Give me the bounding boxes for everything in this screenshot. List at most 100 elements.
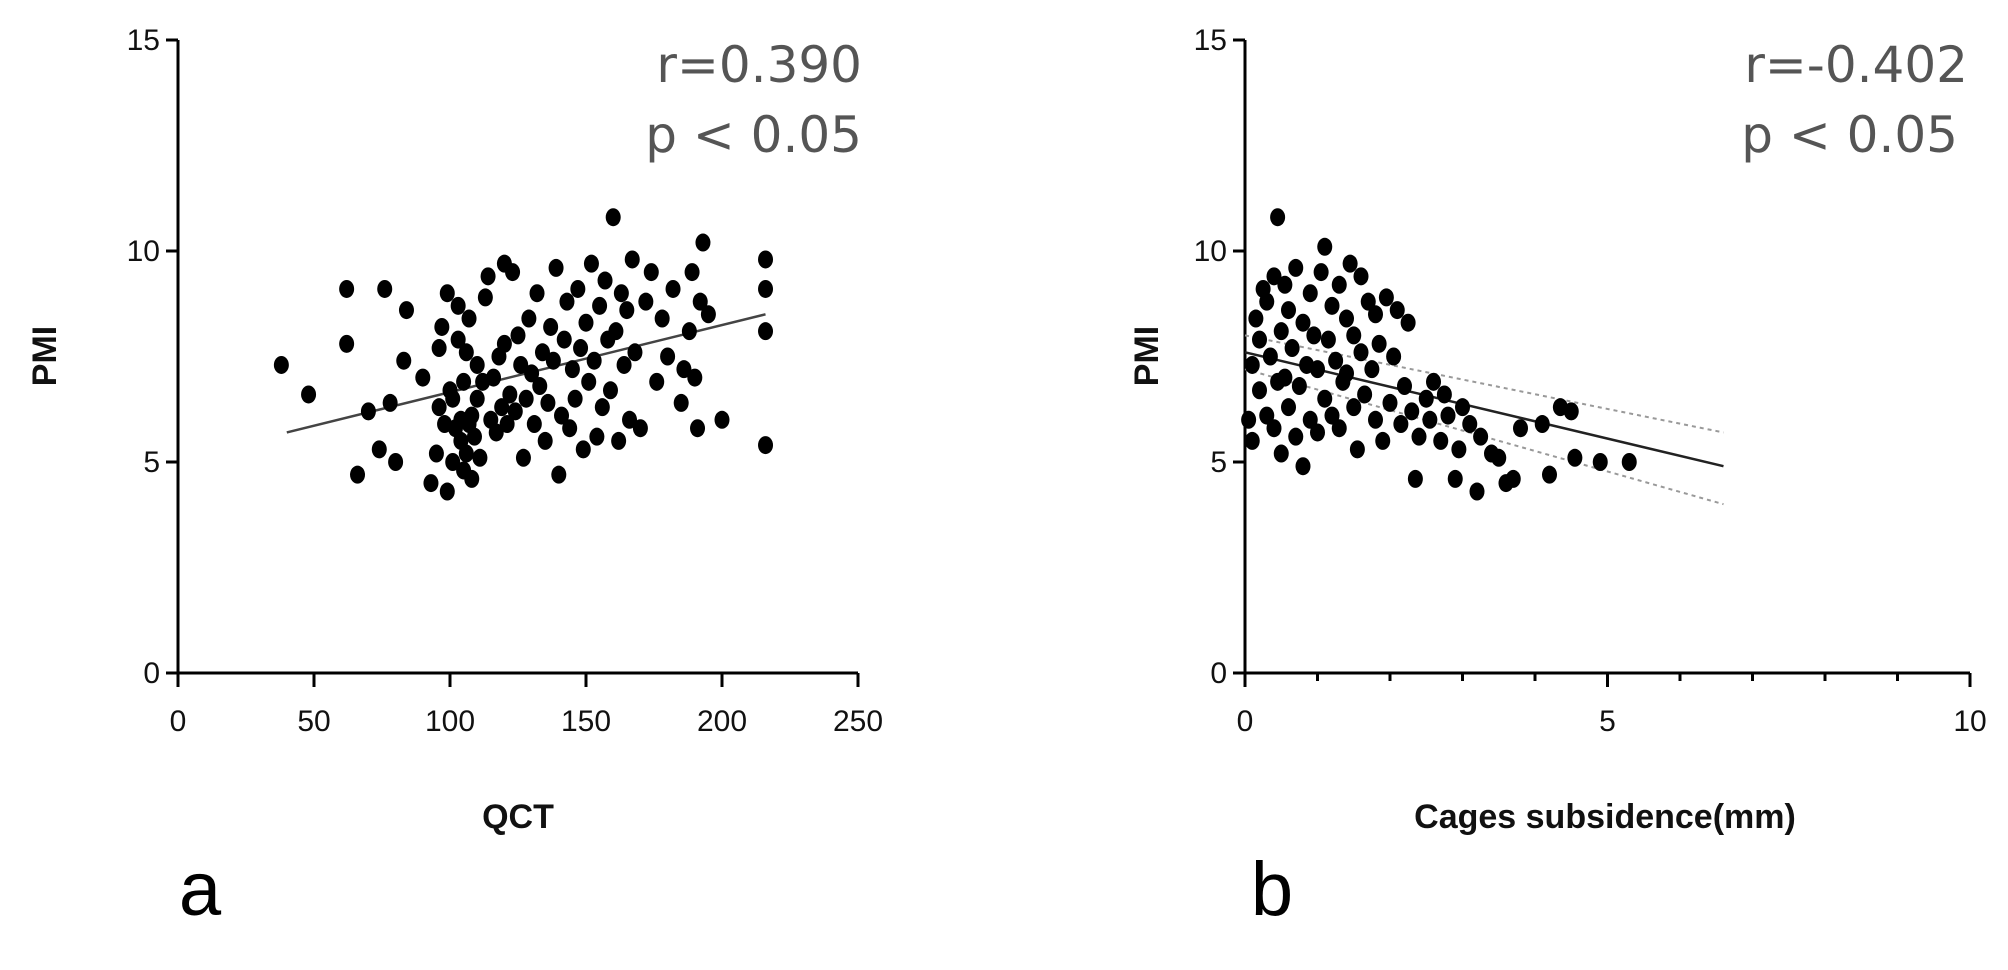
panel-a-data-point <box>423 474 439 493</box>
panel-a-data-point <box>619 301 635 320</box>
panel-a-data-point <box>700 305 716 324</box>
panel-b-x-tick-label: 0 <box>1237 705 1254 738</box>
panel-a-data-point <box>660 347 676 366</box>
panel-b-data-point <box>1244 355 1260 374</box>
panel-a-data-point <box>515 448 531 467</box>
panel-b-data-point <box>1455 398 1470 417</box>
panel-b-x-tick-label: 5 <box>1599 705 1616 738</box>
panel-a-data-point <box>543 317 559 336</box>
panel-b-data-point <box>1353 267 1369 286</box>
panel-b-data-point <box>1259 406 1275 425</box>
panel-b-data-point <box>1310 360 1325 379</box>
panel-a-data-point <box>643 263 659 282</box>
panel-a-data-point <box>445 389 461 408</box>
panel-b-data-point <box>1266 419 1282 438</box>
panel-a-data-point <box>540 393 556 412</box>
panel-b: 0 5 10 15 0 5 10 r=-0.402 p < 0.05 Cages subsi… <box>1128 24 1987 932</box>
panel-a-data-point <box>687 368 703 387</box>
panel-a-data-point <box>524 364 540 383</box>
panel-a-data-point <box>714 410 730 429</box>
panel-a-data-point <box>616 355 632 374</box>
panel-a-data-point <box>534 343 550 362</box>
panel-b-data-point <box>1418 389 1434 408</box>
panel-b-data-point <box>1382 393 1398 412</box>
panel-a-data-point <box>445 453 461 471</box>
panel-b-data-point <box>1328 351 1344 370</box>
panel-a-p-annotation: p < 0.05 <box>645 106 862 164</box>
panel-b-data-point <box>1266 267 1282 286</box>
panel-a-data-point <box>673 393 689 412</box>
panel-a-data-point <box>396 351 412 370</box>
panel-a-data-point <box>461 309 477 328</box>
panel-a-data-point <box>507 402 523 421</box>
panel-b-data-point <box>1393 415 1409 434</box>
panel-a-x-tick-label: 250 <box>833 705 883 738</box>
panel-b-data-point <box>1407 469 1423 488</box>
panel-a-data-point <box>564 360 580 379</box>
panel-a-x-tick-label: 0 <box>170 705 187 738</box>
panel-a-data-point <box>510 326 526 345</box>
panel-a-data-point <box>472 448 488 467</box>
panel-b-data-point <box>1295 457 1311 476</box>
panel-b-data-point <box>1291 377 1307 396</box>
panel-a-data-point <box>695 233 711 252</box>
panel-b-data-point <box>1281 301 1296 320</box>
panel-a-data-point <box>488 423 504 442</box>
panel-a-data-point <box>573 339 589 358</box>
panel-a-data-point <box>537 431 553 450</box>
panel-b-p-annotation: p < 0.05 <box>1741 106 1958 164</box>
panel-b-data-point <box>1621 453 1637 471</box>
panel-b-data-point <box>1349 440 1365 459</box>
panel-b-data-point <box>1451 440 1467 459</box>
panel-a-data-point <box>622 410 638 429</box>
panel-a-data-point <box>529 284 545 303</box>
panel-a-data-point <box>681 322 697 341</box>
panel-b-data-point <box>1252 330 1267 349</box>
panel-a-data-point <box>486 368 502 387</box>
panel-b-data-point <box>1505 469 1521 488</box>
panel-a-data-point <box>575 440 591 459</box>
panel-b-data-point <box>1473 427 1489 446</box>
panel-a-data-point <box>469 355 485 374</box>
panel-b-data-point <box>1360 292 1376 311</box>
panel-b-data-point <box>1353 343 1369 362</box>
panel-a-data-point <box>624 250 640 269</box>
panel-b-data-point <box>1295 313 1311 332</box>
panel-b-data-point <box>1342 254 1358 273</box>
panel-b-data-point <box>1324 296 1340 315</box>
panel-b-data-point <box>1324 406 1340 425</box>
panel-b-data-point <box>1567 448 1583 467</box>
panel-b-data-point <box>1310 423 1325 442</box>
panel-b-data-point <box>1313 263 1329 282</box>
panel-a-x-tick-label: 50 <box>297 705 330 738</box>
panel-a-data-point <box>513 355 529 374</box>
panel-a-data-point <box>559 292 575 311</box>
panel-b-data-point <box>1270 208 1286 227</box>
panel-a-data-point <box>360 402 376 421</box>
panel-b-data-point <box>1422 410 1438 429</box>
panel-b-data-point <box>1447 469 1463 488</box>
panel-a-data-point <box>665 279 681 298</box>
panel-b-data-point <box>1542 465 1557 484</box>
panel-b-data-point <box>1411 427 1427 446</box>
panel-b-y-tick-label: 10 <box>1194 235 1227 268</box>
panel-a-data-point <box>548 258 564 277</box>
panel-b-x-axis-title: Cages subsidence(mm) <box>1414 798 1796 836</box>
panel-b-data-point <box>1400 313 1416 332</box>
panel-a-data-point <box>649 372 665 391</box>
panel-a-data-point <box>578 313 594 332</box>
panel-b-data-point <box>1244 431 1260 450</box>
panel-a-data-point <box>339 334 355 353</box>
panel-a-data-point <box>583 254 599 273</box>
panel-b-y-tick-label: 15 <box>1194 24 1227 57</box>
panel-b-y-axis-title: PMI <box>1128 326 1166 386</box>
panel-b-data-point <box>1346 326 1362 345</box>
panel-b-data-point <box>1436 385 1452 404</box>
panel-a-r-annotation: r=0.390 <box>656 36 862 94</box>
panel-a-data-point <box>502 385 518 404</box>
panel-b-data-point <box>1386 347 1402 366</box>
panel-b-data-point <box>1440 406 1456 425</box>
panel-a-data-point <box>758 250 774 269</box>
panel-a-data-point <box>439 482 455 501</box>
